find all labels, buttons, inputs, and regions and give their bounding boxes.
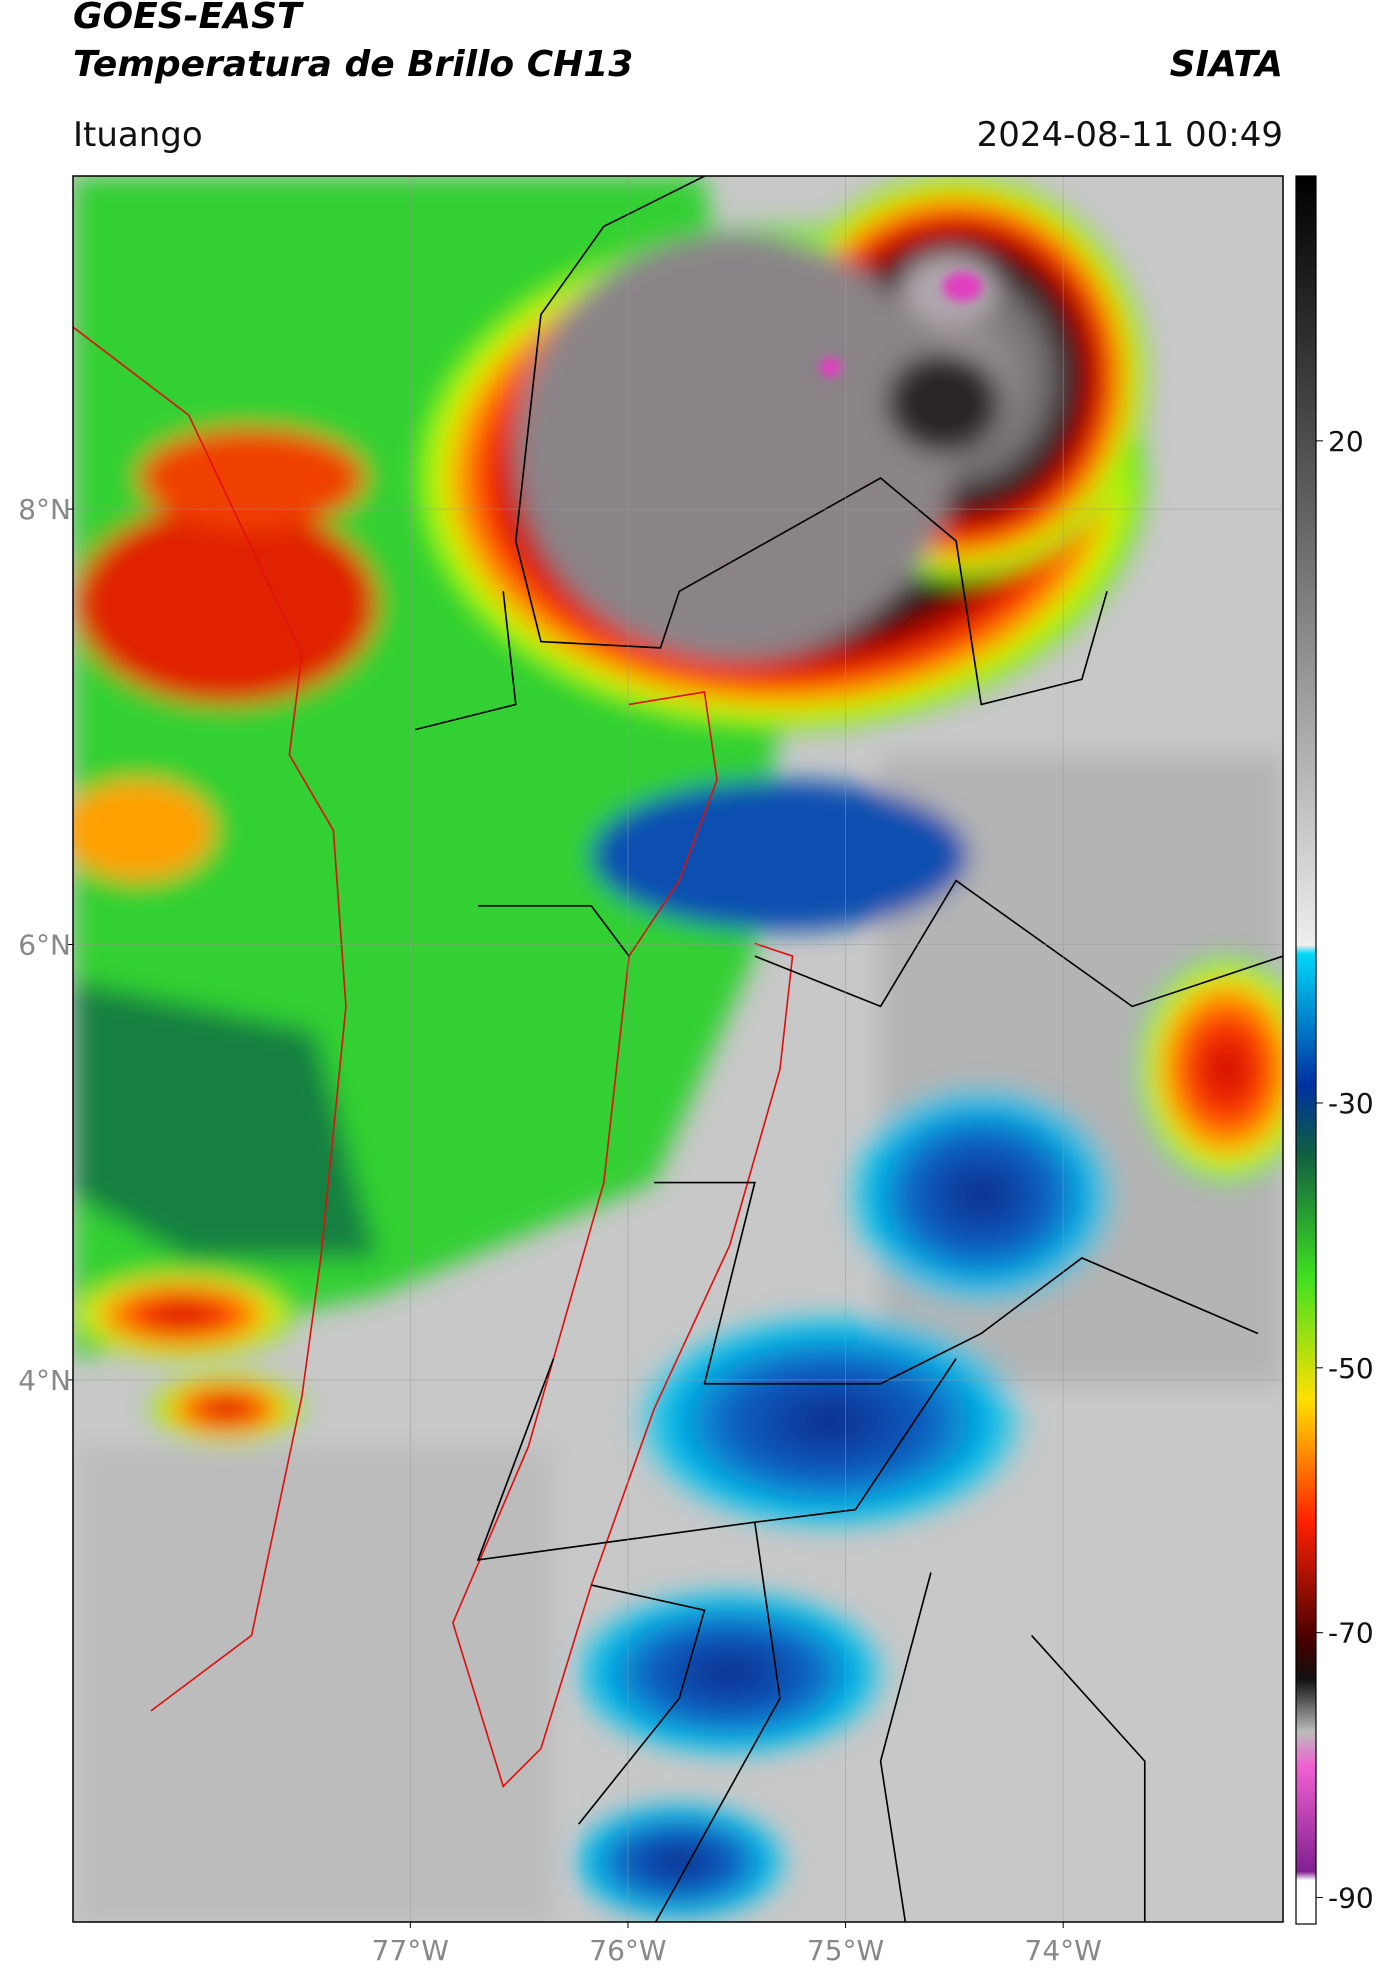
map-frame (72, 175, 1284, 1923)
colorbar (1295, 175, 1317, 1925)
x-tick-label: 75°W (807, 1934, 884, 1967)
subtitle: Temperatura de Brillo CH13 (73, 44, 633, 85)
colorbar-tick-label: 20 (1328, 425, 1364, 458)
grid (73, 176, 1283, 1922)
colorbar-tick-label: -50 (1328, 1352, 1374, 1385)
source: SIATA (1170, 44, 1283, 85)
x-tick-label: 74°W (1025, 1934, 1102, 1967)
location: Ituango (73, 115, 203, 155)
y-tick-label: 6°N (18, 929, 71, 962)
axes: 77°W 76°W 75°W 74°W 8°N 6°N 4°N 20 -30 -50 -70 -90 (18, 425, 1374, 1967)
colorbar-tick-label: -90 (1328, 1882, 1374, 1915)
y-tick-label: 4°N (18, 1364, 71, 1397)
title: GOES-EAST (73, 0, 304, 37)
colorbar-tick-label: -30 (1328, 1087, 1374, 1120)
y-tick-label: 8°N (18, 493, 71, 526)
satellite-image (73, 176, 1283, 1922)
timestamp: 2024-08-11 00:49 (977, 115, 1283, 155)
colorbar-tick-label: -70 (1328, 1617, 1374, 1650)
x-tick-label: 76°W (589, 1934, 666, 1967)
x-tick-label: 77°W (372, 1934, 449, 1967)
